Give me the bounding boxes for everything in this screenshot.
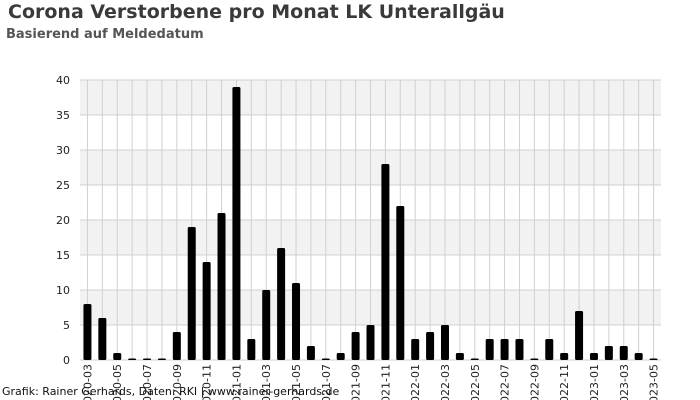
x-tick-label: 2022-09 <box>528 364 541 400</box>
x-tick-label: 2023-05 <box>648 364 661 400</box>
bar-2021-05 <box>292 283 301 360</box>
x-tick-label: 2020-07 <box>141 364 154 400</box>
bar-2020-09 <box>172 332 181 360</box>
bar-2020-12 <box>217 213 226 360</box>
x-tick-label: 2021-01 <box>230 364 243 400</box>
bar-2023-02 <box>604 346 613 360</box>
x-tick-label: 2022-05 <box>469 364 482 400</box>
x-tick-label: 2022-03 <box>439 364 452 400</box>
bar-2022-07 <box>500 339 509 360</box>
y-tick-label: 25 <box>56 179 70 192</box>
chart-title: Corona Verstorbene pro Monat LK Unterall… <box>8 1 505 23</box>
bar-2021-03 <box>262 290 271 360</box>
y-tick-label: 15 <box>56 249 70 262</box>
bar-2022-03 <box>440 325 449 360</box>
bar-2022-02 <box>426 332 435 360</box>
bar-2023-05 <box>649 358 658 360</box>
bar-2020-04 <box>98 318 107 360</box>
bar-2020-11 <box>202 262 211 360</box>
source-credit: Grafik: Rainer Gerhards, Daten: RKI | ww… <box>2 385 340 398</box>
x-tick-label: 2023-01 <box>588 364 601 400</box>
chart-subtitle: Basierend auf Meldedatum <box>6 27 204 42</box>
bar-2021-02 <box>247 339 256 360</box>
bar-2022-10 <box>545 339 554 360</box>
x-tick-label: 2020-03 <box>81 364 94 400</box>
x-tick-label: 2022-07 <box>499 364 512 400</box>
y-tick-label: 35 <box>56 109 70 122</box>
x-tick-label: 2020-09 <box>171 364 184 400</box>
bar-2022-08 <box>515 339 524 360</box>
y-tick-label: 30 <box>56 144 70 157</box>
x-tick-label: 2020-05 <box>111 364 124 400</box>
x-tick-label: 2021-07 <box>320 364 333 400</box>
bar-2023-03 <box>619 346 628 360</box>
bar-2021-08 <box>336 353 345 360</box>
bar-2021-12 <box>396 206 405 360</box>
x-tick-label: 2022-11 <box>558 364 571 400</box>
bar-2021-07 <box>321 358 330 360</box>
y-tick-label: 20 <box>56 214 70 227</box>
bar-2022-12 <box>575 311 584 360</box>
bar-2021-10 <box>366 325 375 360</box>
x-tick-label: 2020-11 <box>201 364 214 400</box>
bar-2022-04 <box>455 353 464 360</box>
x-tick-label: 2022-01 <box>409 364 422 400</box>
x-tick-label: 2021-03 <box>260 364 273 400</box>
x-tick-label: 2021-09 <box>350 364 363 400</box>
bar-2020-05 <box>113 353 122 360</box>
bar-2022-05 <box>470 358 479 360</box>
bar-2023-01 <box>589 353 598 360</box>
bar-2020-08 <box>157 358 166 360</box>
bar-2021-06 <box>306 346 315 360</box>
x-tick-label: 2021-05 <box>290 364 303 400</box>
bar-2021-11 <box>381 164 390 360</box>
bar-2021-01 <box>232 87 241 360</box>
bar-2021-09 <box>351 332 360 360</box>
y-tick-label: 5 <box>63 319 70 332</box>
y-tick-label: 0 <box>63 354 70 367</box>
bar-2022-01 <box>411 339 420 360</box>
bar-2021-04 <box>277 248 286 360</box>
bar-2022-06 <box>485 339 494 360</box>
bar-2020-07 <box>143 358 152 360</box>
bar-2020-10 <box>187 227 196 360</box>
y-tick-label: 10 <box>56 284 70 297</box>
bar-2020-03 <box>83 304 92 360</box>
bar-2023-04 <box>634 353 643 360</box>
y-tick-label: 40 <box>56 74 70 87</box>
bar-2020-06 <box>128 358 137 360</box>
x-tick-label: 2023-03 <box>618 364 631 400</box>
bar-2022-11 <box>560 353 569 360</box>
bar-2022-09 <box>530 358 539 360</box>
x-tick-label: 2021-11 <box>379 364 392 400</box>
